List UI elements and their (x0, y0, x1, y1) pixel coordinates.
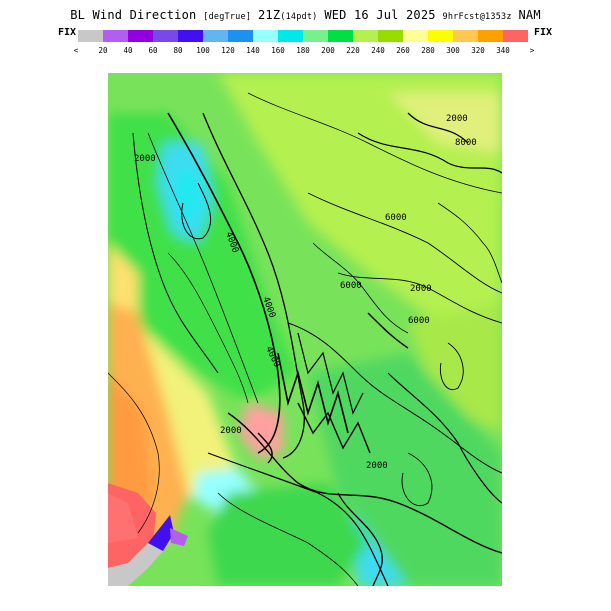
contour-label: 6000 (408, 316, 430, 326)
fix-right-label: FIX (534, 27, 553, 38)
color-scale-tick-label: 320 (471, 46, 485, 55)
color-scale-cell (328, 30, 353, 42)
color-scale-cell (178, 30, 203, 42)
color-scale-tick-label: 200 (321, 46, 335, 55)
color-scale-tick-label: 60 (148, 46, 158, 55)
color-scale-over-marker: > (529, 46, 535, 55)
color-scale-tick-label: 100 (196, 46, 210, 55)
color-scale-tick-label: 260 (396, 46, 410, 55)
color-scale-under-marker: < (73, 46, 79, 55)
map-title: BL Wind Direction [degTrue] 21Z(14pdt) W… (0, 8, 611, 22)
field-regions (108, 73, 502, 586)
title-text: BL Wind Direction (70, 8, 197, 22)
color-scale-tick-label: 240 (371, 46, 385, 55)
color-scale-tick-label: 300 (446, 46, 460, 55)
field-details (108, 483, 188, 586)
color-scale-cell (503, 30, 528, 42)
color-scale-cell (478, 30, 503, 42)
color-scale-cell (78, 30, 103, 42)
fix-left-label: FIX (58, 27, 77, 38)
title-forecast: 9hrFcst@1353z (442, 12, 512, 22)
color-scale-tick-label: 140 (246, 46, 260, 55)
color-scale-cell (203, 30, 228, 42)
color-scale-cell (378, 30, 403, 42)
color-scale-cell (303, 30, 328, 42)
color-scale-cell (153, 30, 178, 42)
color-scale-cell (253, 30, 278, 42)
color-scale-labels: <20 40 60 80 100 120 140 160 180 200 220 240 260 280 3… (60, 46, 550, 58)
wind-direction-map: 2000 2000 2000 4000 4000 6000 6000 4000 … (108, 73, 502, 586)
color-scale-tick-label: 20 (98, 46, 108, 55)
contour-label: 2000 (410, 284, 432, 294)
contour-label: 2000 (134, 154, 156, 164)
title-valid-time: 21Z (257, 8, 281, 22)
color-scale-cell (353, 30, 378, 42)
map-canvas: 2000 2000 2000 4000 4000 6000 6000 4000 … (108, 73, 502, 586)
color-scale-cell (128, 30, 153, 42)
color-scale-tick-label: 220 (346, 46, 360, 55)
contour-label: 2000 (220, 426, 242, 436)
color-scale-tick-label: 340 (496, 46, 510, 55)
title-units: [degTrue] (203, 12, 252, 22)
color-scale-tick-label: 160 (271, 46, 285, 55)
contour-label: 6000 (385, 213, 407, 223)
title-date: WED 16 Jul 2025 (324, 8, 436, 22)
color-scale-tick-label: 120 (221, 46, 235, 55)
color-scale-tick-label: 80 (173, 46, 183, 55)
contour-label: 6000 (340, 281, 362, 291)
contour-label: 2000 (446, 114, 468, 124)
color-scale-cell (278, 30, 303, 42)
color-scale-bar (78, 30, 528, 42)
color-scale-tick-label: 40 (123, 46, 133, 55)
color-scale-cell (453, 30, 478, 42)
color-scale-cell (228, 30, 253, 42)
contour-label: 2000 (366, 461, 388, 471)
color-scale-cell (403, 30, 428, 42)
title-local-time: (14pdt) (280, 12, 318, 22)
title-model: NAM (518, 8, 541, 22)
contour-lines (108, 92, 502, 586)
color-scale-cell (428, 30, 453, 42)
color-scale-cell (103, 30, 128, 42)
contour-label: 8000 (455, 138, 477, 148)
color-scale-tick-label: 280 (421, 46, 435, 55)
color-scale-tick-label: 180 (296, 46, 310, 55)
